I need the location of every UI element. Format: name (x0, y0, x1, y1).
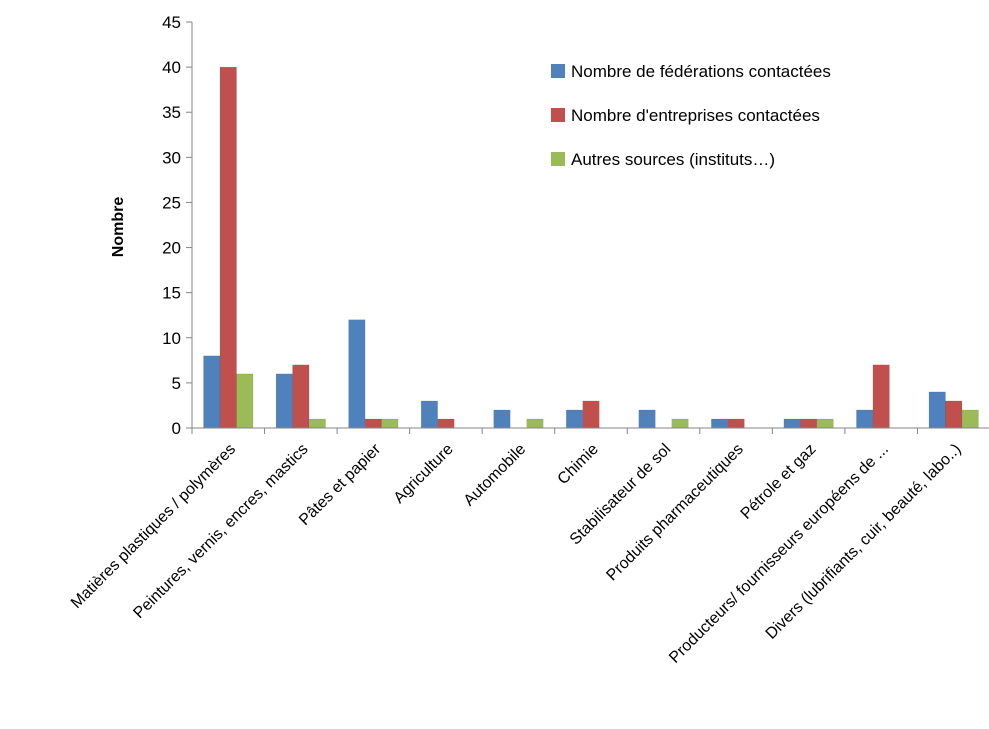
y-tick-labels: 0 5 10 15 20 25 30 35 40 45 (162, 13, 181, 438)
y-axis-title: Nombre (110, 197, 127, 258)
bars-layer (203, 66, 979, 429)
bar (671, 418, 689, 429)
bar (308, 418, 326, 429)
bar (381, 418, 399, 429)
bar (420, 400, 438, 429)
legend-label: Nombre de fédérations contactées (571, 62, 831, 81)
bar (816, 418, 834, 429)
bar (437, 418, 455, 429)
bar (638, 409, 656, 429)
bar (928, 391, 946, 429)
bar (711, 418, 729, 429)
bar (582, 400, 600, 429)
bar (856, 409, 874, 429)
legend: Nombre de fédérations contactées Nombre d… (551, 62, 831, 169)
x-tick-label: Agriculture (391, 441, 457, 507)
bar (945, 400, 963, 429)
bar (961, 409, 979, 429)
bar (348, 319, 366, 429)
y-tick-label: 35 (162, 103, 181, 122)
y-tick-label: 5 (172, 374, 181, 393)
x-tick-label: Chimie (555, 441, 602, 488)
bar (872, 364, 890, 429)
legend-swatch (551, 108, 565, 122)
bar (364, 418, 382, 429)
y-tick-label: 40 (162, 58, 181, 77)
bar (275, 373, 293, 429)
y-tick-label: 15 (162, 284, 181, 303)
x-tick-label: Pétrole et gaz (738, 441, 820, 523)
y-tick-label: 45 (162, 13, 181, 32)
bar (219, 66, 237, 429)
axes-layer (186, 21, 989, 434)
legend-label: Nombre d'entreprises contactées (571, 106, 820, 125)
legend-swatch (551, 64, 565, 78)
legend-swatch (551, 152, 565, 166)
y-tick-label: 20 (162, 239, 181, 258)
y-tick-label: 0 (172, 419, 181, 438)
bar (727, 418, 745, 429)
x-tick-label: Produits pharmaceutiques (603, 441, 746, 584)
bar (292, 364, 310, 429)
bar (783, 418, 801, 429)
legend-label: Autres sources (instituts…) (571, 150, 775, 169)
y-tick-label: 10 (162, 329, 181, 348)
bar (493, 409, 511, 429)
bar (203, 355, 221, 429)
y-tick-label: 30 (162, 148, 181, 167)
bar (800, 418, 818, 429)
x-tick-label: Automobile (461, 441, 530, 510)
bar (236, 373, 254, 429)
bar (566, 409, 583, 429)
bar (526, 418, 544, 429)
x-tick-labels: Matières plastiques / polymèresPeintures… (68, 440, 965, 666)
y-tick-label: 25 (162, 193, 181, 212)
